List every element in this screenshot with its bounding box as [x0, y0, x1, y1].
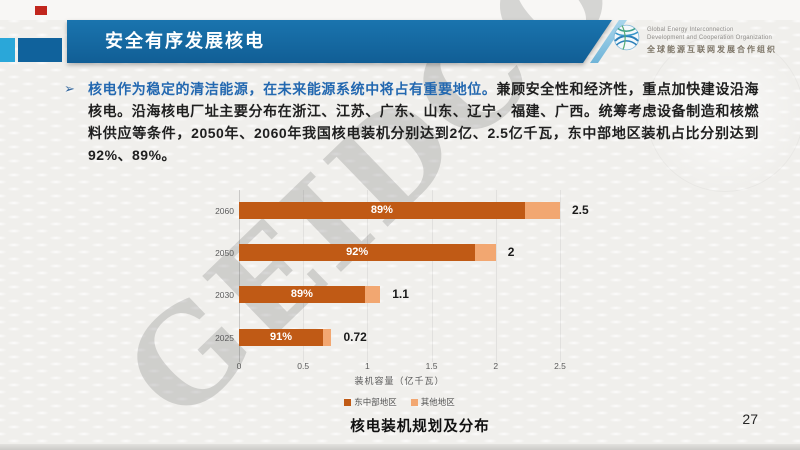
bottom-band — [0, 444, 800, 450]
bar-percent-label: 89% — [370, 204, 393, 216]
top-band — [0, 0, 800, 20]
chart-legend: 东中部地区 其他地区 — [239, 396, 560, 408]
bar-percent-label: 89% — [290, 288, 313, 300]
body-text: ➢ 核电作为稳定的清洁能源，在未来能源系统中将占有重要地位。兼顾安全性和经济性，… — [64, 78, 759, 166]
x-tick-label: 2.5 — [554, 361, 566, 371]
year-label: 2030 — [215, 290, 234, 300]
legend-label: 东中部地区 — [354, 397, 397, 407]
bar-segment-other — [323, 329, 332, 346]
grid-line — [303, 190, 305, 362]
bar-segment-east: 92% — [239, 244, 476, 261]
paragraph-rest: 兼顾安全性和经济性，重点加快建设沿海核电。沿海核电厂址主要分布在浙江、江苏、广东… — [88, 81, 760, 163]
bar-total-label: 2 — [507, 245, 515, 259]
bar-segment-other — [364, 286, 381, 303]
year-label: 2050 — [215, 248, 234, 258]
grid-line — [560, 190, 561, 362]
bar-segment-other — [475, 244, 496, 261]
bar-percent-label: 91% — [270, 331, 293, 343]
arrow-bullet-icon: ➢ — [64, 81, 76, 96]
legend-swatch — [410, 399, 418, 407]
slide-title: 安全有序发展核电 — [67, 20, 612, 63]
x-tick-label: 1 — [365, 361, 370, 371]
year-label: 2025 — [215, 333, 234, 343]
bar-total-label: 2.5 — [572, 203, 589, 217]
grid-line — [431, 190, 433, 362]
chart-caption: 核电装机规划及分布 — [350, 419, 490, 435]
paragraph: 核电作为稳定的清洁能源，在未来能源系统中将占有重要地位。兼顾安全性和经济性，重点… — [64, 78, 759, 166]
x-tick-label: 0.5 — [297, 361, 310, 371]
logo-line2: Development and Cooperation Organization — [647, 35, 773, 41]
globe-watermark-circle — [646, 34, 800, 192]
red-accent-square — [35, 6, 47, 15]
legend-item: 其他地区 — [410, 396, 455, 408]
cyan-accent-square — [0, 38, 15, 62]
bar-segment-east: 89% — [239, 202, 525, 219]
page-number: 27 — [742, 411, 758, 427]
bar-total-label: 1.1 — [392, 287, 409, 301]
x-axis-title: 装机容量（亿千瓦） — [354, 376, 445, 386]
org-logo: Global Energy Interconnection Developmen… — [613, 24, 777, 55]
x-tick-label: 0 — [236, 361, 242, 371]
highlighted-sentence: 核电作为稳定的清洁能源，在未来能源系统中将占有重要地位。 — [88, 81, 497, 97]
logo-text: Global Energy Interconnection Developmen… — [647, 24, 777, 55]
title-bar: 安全有序发展核电 — [67, 20, 612, 63]
legend-label: 其他地区 — [420, 397, 455, 407]
legend-item: 东中部地区 — [344, 396, 397, 408]
bar-segment-east: 89% — [239, 286, 365, 303]
logo-line3: 全球能源互联网发展合作组织 — [647, 45, 777, 54]
bar-percent-label: 92% — [346, 246, 369, 258]
blue-accent-square — [18, 38, 62, 62]
globe-icon — [613, 24, 640, 51]
logo-line1: Global Energy Interconnection — [647, 27, 734, 33]
y-axis-line — [239, 190, 240, 362]
bar-total-label: 0.72 — [343, 330, 367, 344]
grid-line — [367, 190, 369, 362]
bar-segment-other — [524, 202, 560, 219]
year-label: 2060 — [215, 206, 234, 216]
x-tick-label: 2 — [493, 361, 499, 371]
legend-swatch — [344, 399, 352, 407]
x-tick-label: 1.5 — [425, 361, 438, 371]
bar-segment-east: 91% — [239, 329, 324, 346]
grid-line — [495, 190, 497, 362]
